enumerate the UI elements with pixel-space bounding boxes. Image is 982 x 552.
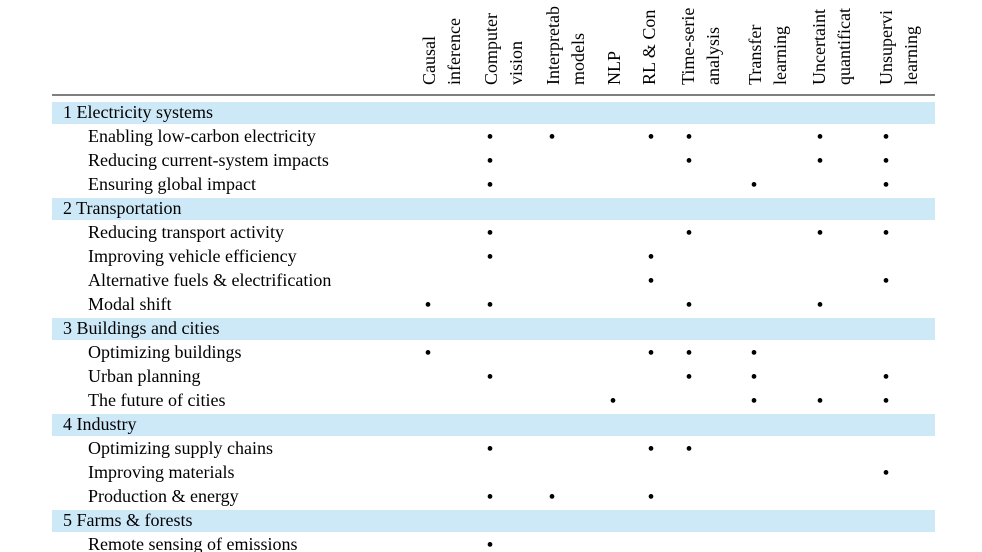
- row-label: Alternative fuels & electrification: [88, 270, 331, 290]
- section-band: [52, 510, 935, 532]
- dot: •: [882, 175, 889, 197]
- dot: •: [609, 391, 616, 413]
- row-label: Improving vehicle efficiency: [88, 246, 297, 266]
- dot: •: [486, 223, 493, 245]
- dot: •: [486, 127, 493, 149]
- dot: •: [486, 535, 493, 552]
- dot: •: [548, 127, 555, 149]
- row-label: Production & energy: [88, 486, 239, 506]
- column-header: Transfer: [745, 25, 765, 85]
- column-header: Uncertaint: [809, 9, 829, 85]
- dot: •: [647, 343, 654, 365]
- section-title: 4 Industry: [63, 414, 137, 434]
- dot: •: [647, 247, 654, 269]
- dot: •: [882, 151, 889, 173]
- dot: •: [685, 367, 692, 389]
- dot: •: [685, 151, 692, 173]
- dot: •: [882, 367, 889, 389]
- dot: •: [486, 247, 493, 269]
- dot: •: [816, 127, 823, 149]
- dot: •: [750, 343, 757, 365]
- row-label: Improving materials: [88, 462, 234, 482]
- dot: •: [424, 295, 431, 317]
- dot: •: [486, 487, 493, 509]
- dot: •: [647, 127, 654, 149]
- dot: •: [548, 487, 555, 509]
- dot: •: [816, 151, 823, 173]
- section-title: 3 Buildings and cities: [63, 318, 220, 338]
- dot: •: [882, 391, 889, 413]
- section-title: 1 Electricity systems: [63, 102, 213, 122]
- dot: •: [816, 223, 823, 245]
- dot: •: [750, 367, 757, 389]
- row-label: Reducing transport activity: [88, 222, 284, 242]
- dot: •: [647, 487, 654, 509]
- column-header: Interpretab: [543, 6, 563, 85]
- column-header: quantificat: [834, 8, 854, 85]
- section-band: [52, 102, 935, 124]
- dot: •: [486, 151, 493, 173]
- column-header: inference: [444, 18, 464, 85]
- row-label: Modal shift: [88, 294, 172, 314]
- column-header: analysis: [703, 27, 723, 85]
- column-header: Causal: [419, 36, 439, 85]
- column-header: Computer: [481, 13, 501, 85]
- row-label: Remote sensing of emissions: [88, 534, 298, 552]
- dot: •: [685, 295, 692, 317]
- dot: •: [816, 295, 823, 317]
- row-label: Enabling low-carbon electricity: [88, 126, 316, 146]
- section-title: 2 Transportation: [63, 198, 182, 218]
- dot: •: [647, 439, 654, 461]
- dot: •: [486, 175, 493, 197]
- column-header: Unsupervi: [876, 10, 896, 85]
- dot: •: [424, 343, 431, 365]
- row-label: Optimizing buildings: [88, 342, 242, 362]
- dot: •: [647, 271, 654, 293]
- column-header: RL & Con: [639, 10, 659, 85]
- dot: •: [486, 367, 493, 389]
- section-band: [52, 198, 935, 220]
- section-band: [52, 414, 935, 436]
- dot: •: [882, 463, 889, 485]
- dot: •: [816, 391, 823, 413]
- row-label: Urban planning: [88, 366, 200, 386]
- row-label: Reducing current-system impacts: [88, 150, 329, 170]
- column-header: vision: [506, 41, 526, 85]
- section-band: [52, 318, 935, 340]
- column-header: NLP: [604, 51, 624, 85]
- dot: •: [486, 439, 493, 461]
- column-header: learning: [770, 26, 790, 85]
- dot: •: [685, 223, 692, 245]
- dot: •: [882, 271, 889, 293]
- dot: •: [882, 127, 889, 149]
- dot: •: [486, 295, 493, 317]
- dot: •: [882, 223, 889, 245]
- dot: •: [750, 175, 757, 197]
- column-header: models: [568, 33, 588, 85]
- row-label: Ensuring global impact: [88, 174, 256, 194]
- section-title: 5 Farms & forests: [63, 510, 193, 530]
- row-label: The future of cities: [88, 390, 225, 410]
- dot: •: [685, 343, 692, 365]
- column-header: Time-serie: [678, 8, 698, 85]
- column-header: learning: [901, 26, 921, 85]
- row-label: Optimizing supply chains: [88, 438, 273, 458]
- dot: •: [750, 391, 757, 413]
- dot: •: [685, 127, 692, 149]
- dot: •: [685, 439, 692, 461]
